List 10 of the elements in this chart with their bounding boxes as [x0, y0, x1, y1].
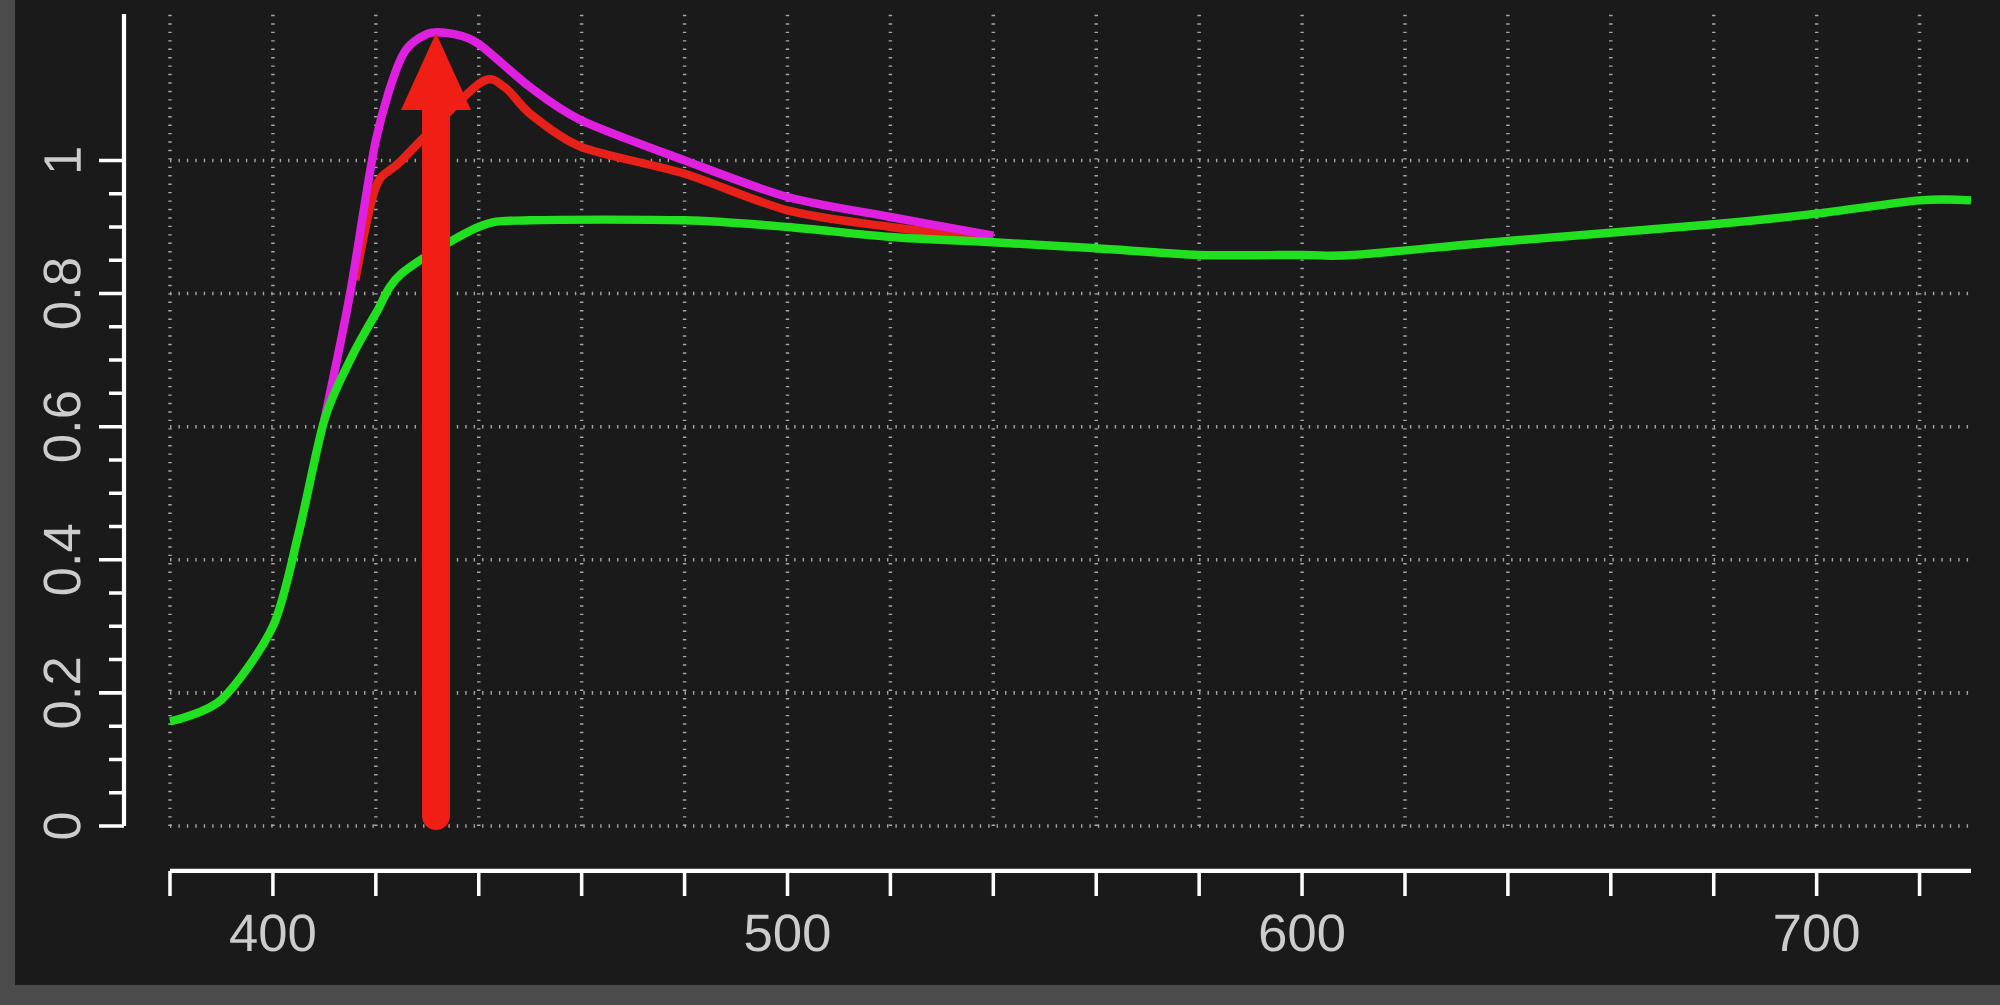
x-tick-label: 400 — [230, 914, 315, 952]
x-tick-label: 700 — [1775, 914, 1859, 952]
y-tick-label: 0.4 — [43, 524, 81, 595]
y-tick-label: 0 — [43, 813, 81, 839]
y-tick-label: 1 — [44, 148, 81, 172]
x-tick-label: 600 — [1260, 914, 1344, 952]
x-tick-label: 500 — [745, 914, 830, 952]
y-tick-label: 0.2 — [43, 658, 81, 728]
y-tick-label: 0.6 — [43, 392, 81, 462]
y-tick-label: 0.8 — [43, 259, 81, 329]
